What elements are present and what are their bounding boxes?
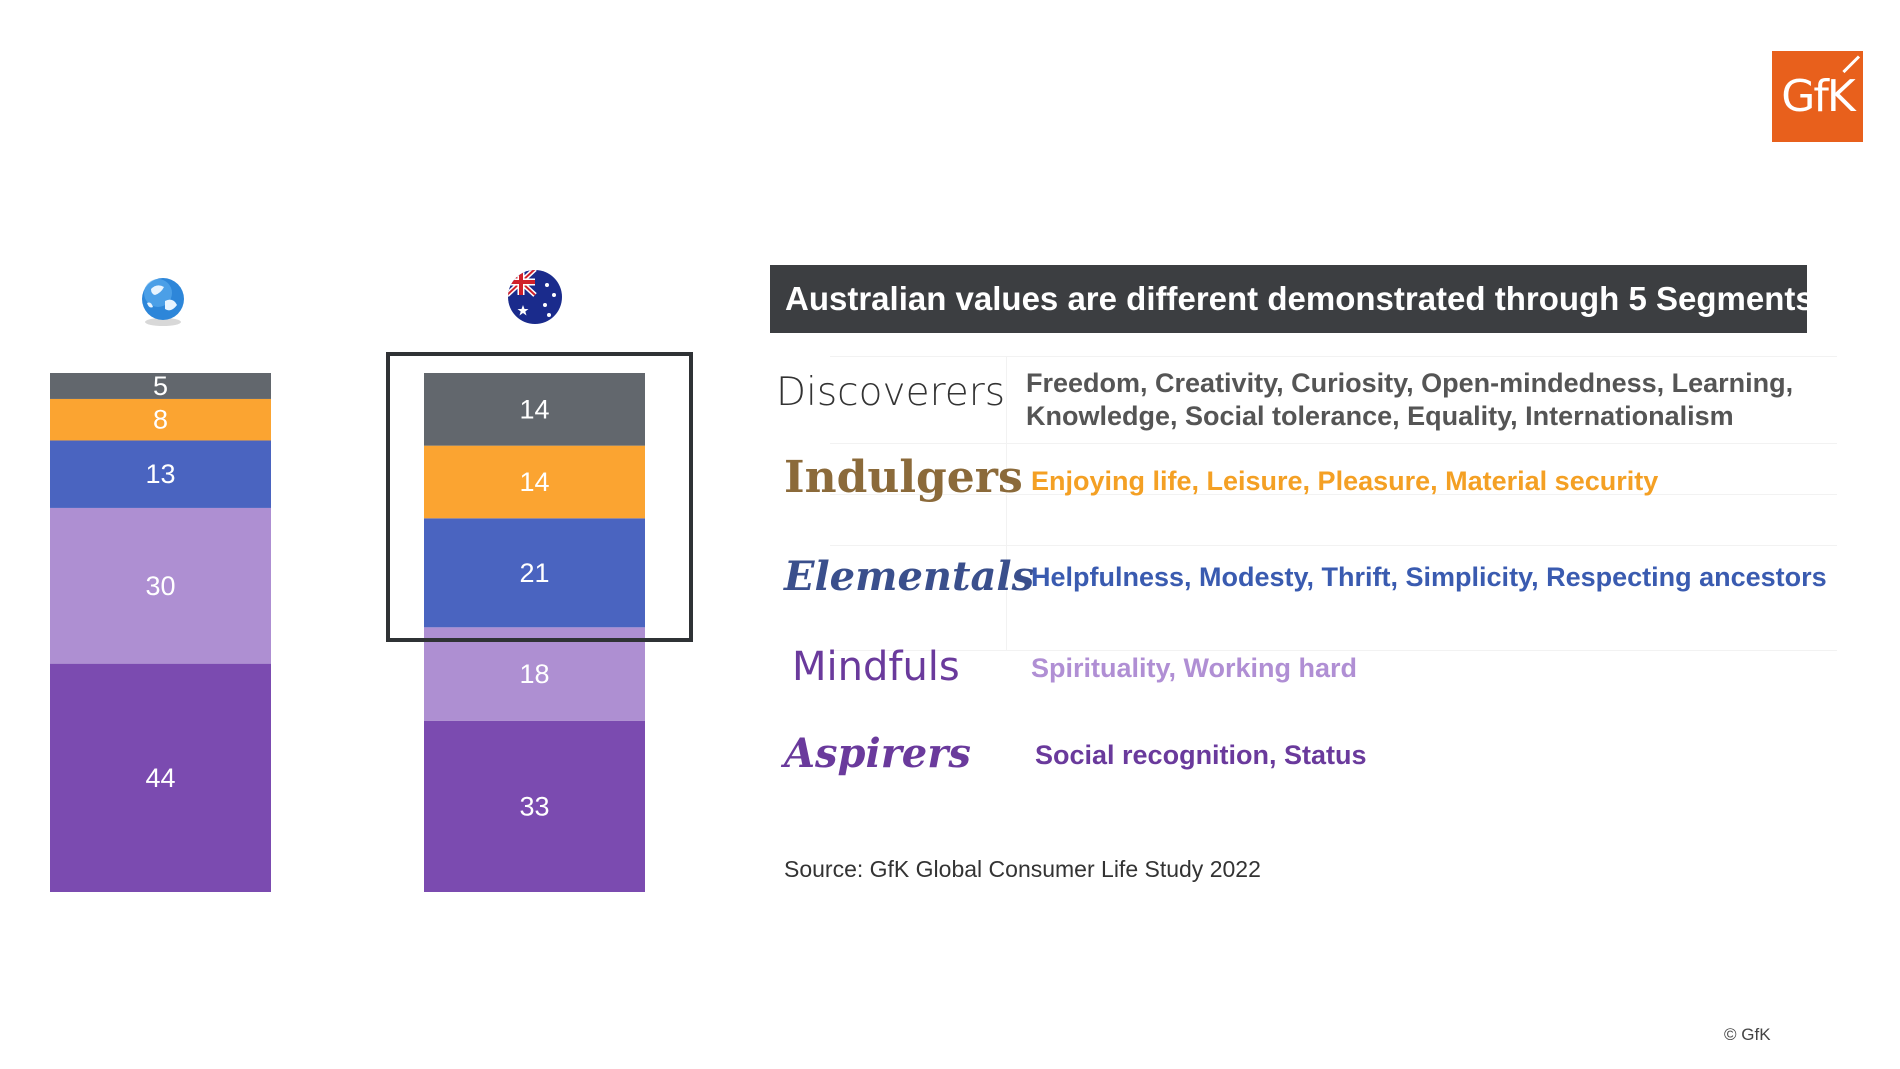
- data-label-australia-indulgers: 14: [519, 467, 549, 497]
- bar-segment-world-elementals: [50, 440, 271, 508]
- bar-segment-world-aspirers: [50, 663, 271, 892]
- bar-segment-australia-elementals: [424, 518, 645, 628]
- segment-description-indulgers: Enjoying life, Leisure, Pleasure, Materi…: [1031, 466, 1659, 496]
- segment-description-elementals: Helpfulness, Modesty, Thrift, Simplicity…: [1031, 562, 1827, 592]
- bar-segment-world-indulgers: [50, 398, 271, 441]
- bar-segment-australia-aspirers: [424, 720, 645, 892]
- data-label-australia-aspirers: 33: [519, 791, 549, 821]
- bar-segment-australia-discoverers: [424, 373, 645, 446]
- segment-description-aspirers: Social recognition, Status: [1035, 740, 1367, 770]
- segment-description-discoverers: Freedom, Creativity, Curiosity, Open-min…: [1026, 368, 1794, 431]
- data-label-world-elementals: 13: [145, 459, 175, 489]
- data-label-australia-mindfuls: 18: [519, 659, 549, 689]
- segment-description-mindfuls: Spirituality, Working hard: [1031, 653, 1358, 683]
- data-label-world-mindfuls: 30: [145, 571, 175, 601]
- copyright-note: © GfK: [1724, 1025, 1771, 1044]
- segment-name-discoverers: Discoverers: [776, 370, 1006, 415]
- data-label-world-discoverers: 5: [153, 371, 168, 401]
- logo-text: GfK: [1781, 71, 1855, 122]
- bar-segment-australia-indulgers: [424, 445, 645, 519]
- source-note: Source: GfK Global Consumer Life Study 2…: [784, 856, 1261, 882]
- bar-segment-australia-mindfuls: [424, 627, 645, 721]
- stacked-bar-chart: 44 30 13 8 5 33 18 21 14 14: [50, 371, 645, 892]
- segment-name-aspirers: Aspirers: [784, 730, 971, 777]
- data-label-world-aspirers: 44: [145, 763, 175, 793]
- data-label-world-indulgers: 8: [153, 405, 168, 435]
- australian-flag-icon: [508, 270, 562, 324]
- data-label-australia-discoverers: 14: [519, 394, 549, 424]
- segment-name-elementals: Elementals: [784, 553, 1035, 600]
- bar-segment-world-discoverers: [50, 373, 271, 399]
- segment-name-mindfuls: Mindfuls: [792, 644, 960, 690]
- bar-segment-world-mindfuls: [50, 507, 271, 664]
- segment-name-indulgers: Indulgers: [784, 452, 1023, 503]
- gfk-logo: GfK: [1772, 51, 1863, 142]
- panel-title: Australian values are different demonstr…: [770, 265, 1814, 333]
- australia-highlight-box: [386, 352, 693, 642]
- data-label-australia-elementals: 21: [519, 558, 549, 588]
- globe-icon: [142, 278, 184, 326]
